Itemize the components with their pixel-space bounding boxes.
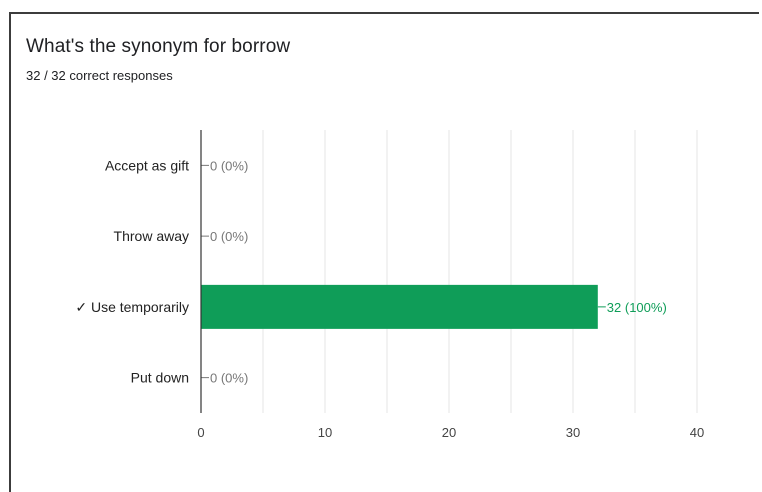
category-label: Throw away <box>114 228 189 244</box>
data-label: 0 (0%) <box>210 371 248 386</box>
data-label: 0 (0%) <box>210 158 248 173</box>
category-label: ✓ Use temporarily <box>75 299 189 315</box>
x-tick-label: 20 <box>442 425 456 440</box>
x-tick-label: 10 <box>318 425 332 440</box>
category-label: Put down <box>131 370 189 386</box>
x-tick-label: 30 <box>566 425 580 440</box>
data-label: 32 (100%) <box>607 300 667 315</box>
data-label: 0 (0%) <box>210 229 248 244</box>
responses-summary: 32 / 32 correct responses <box>26 68 173 83</box>
question-title: What's the synonym for borrow <box>26 36 291 57</box>
question-card <box>9 12 759 492</box>
category-label: Accept as gift <box>105 157 189 173</box>
x-tick-label: 40 <box>690 425 704 440</box>
bar <box>201 284 598 329</box>
x-tick-label: 0 <box>197 425 204 440</box>
